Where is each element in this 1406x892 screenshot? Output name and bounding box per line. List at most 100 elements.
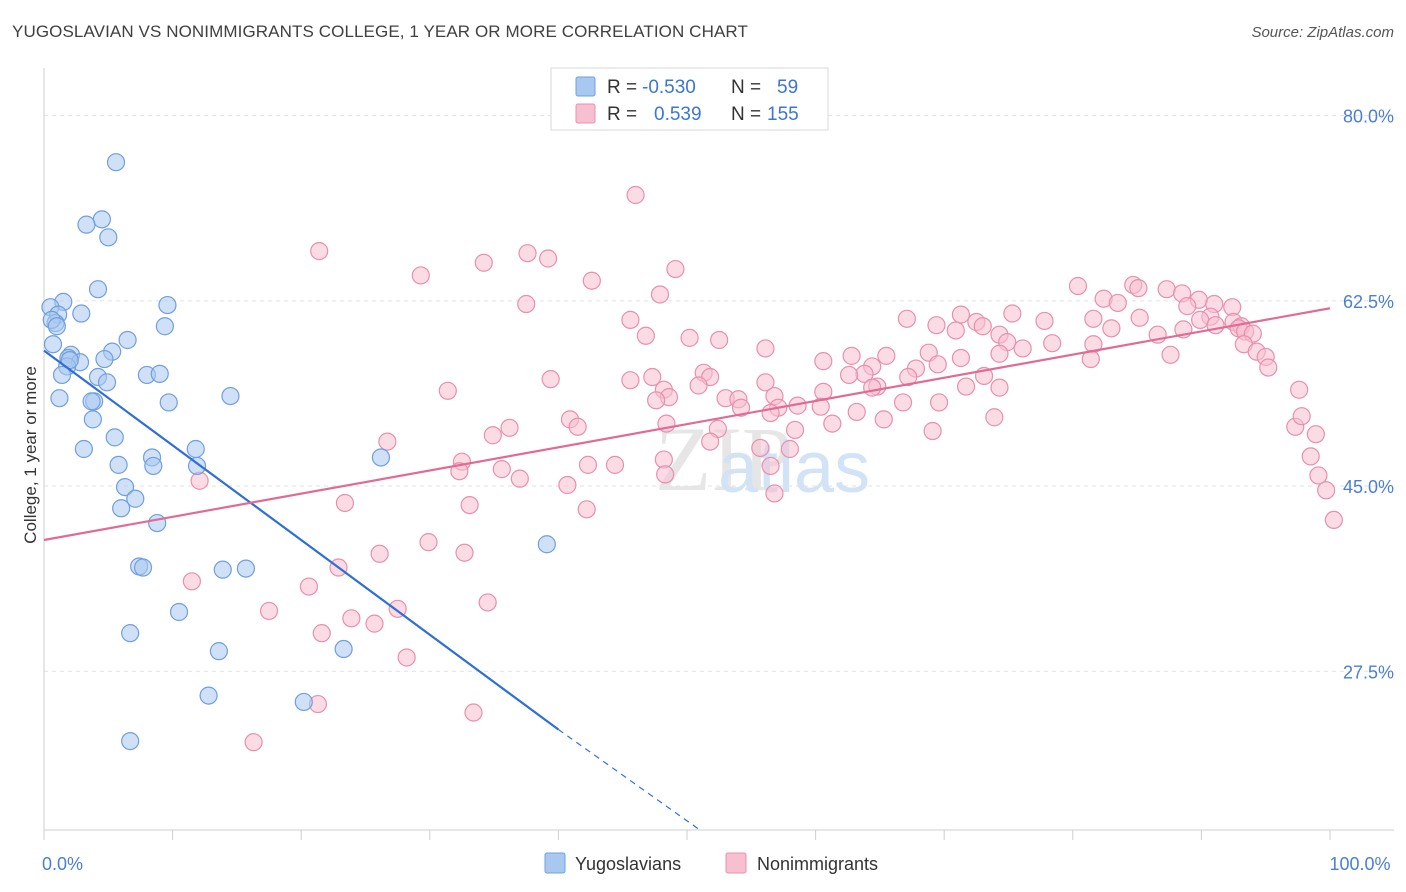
yugoslavians-point (118, 330, 137, 350)
yugoslavians-point (82, 392, 101, 411)
nonimmigrants-point (605, 455, 625, 474)
x-tick-label: 100.0% (1329, 854, 1390, 874)
nonimmigrants-point (365, 614, 384, 633)
nonimmigrants-point (518, 244, 537, 263)
yugoslavians-trend-line (43, 349, 560, 731)
nonimmigrants-point (877, 346, 896, 365)
nonimmigrants-point (397, 648, 416, 667)
nonimmigrants-point (419, 533, 438, 552)
nonimmigrants-point (1324, 510, 1343, 530)
chart-source: Source: ZipAtlas.com (1251, 24, 1394, 41)
nonimmigrants-point (558, 475, 577, 495)
yugoslavians-point (155, 317, 174, 336)
nonimmigrants-point (1306, 425, 1325, 444)
yugoslavians-point (105, 428, 124, 447)
nonimmigrants-point (647, 391, 666, 410)
nonimmigrants-point (1130, 308, 1149, 327)
nonimmigrants-point (811, 397, 830, 416)
nonimmigrants-point (1013, 339, 1032, 358)
yugoslavians-point (150, 364, 169, 383)
yugoslavians-point (148, 513, 167, 533)
yugoslavians-point (74, 439, 93, 459)
bottom-legend-swatch-nonimmigrants (725, 852, 747, 874)
watermark-atlas: atlas (718, 428, 870, 508)
nonimmigrants-point (756, 373, 775, 392)
yugoslavians-point (158, 295, 177, 315)
nonimmigrants-point (539, 249, 558, 268)
nonimmigrants-point (621, 371, 640, 390)
nonimmigrants-point (626, 185, 645, 205)
nonimmigrants-point (510, 469, 529, 488)
nonimmigrants-point (378, 432, 397, 451)
yugoslavians-point (213, 560, 232, 579)
nonimmigrants-trend-line (43, 307, 1331, 542)
yugoslavians-point (106, 153, 126, 172)
yugoslavians-point (186, 439, 205, 459)
nonimmigrants-point (1259, 358, 1278, 377)
nonimmigrants-point (636, 326, 655, 345)
trend-lines (43, 307, 1331, 831)
nonimmigrants-point (785, 420, 805, 440)
yugoslavians-point (133, 558, 153, 577)
yugoslavians-point (95, 349, 114, 369)
axes (43, 68, 1394, 831)
yugoslavians-point (83, 410, 102, 429)
nonimmigrants-point (680, 328, 699, 347)
nonimmigrants-point (990, 344, 1009, 363)
nonimmigrants-point (1068, 276, 1088, 296)
nonimmigrants-point (899, 367, 918, 387)
nonimmigrants-point (1084, 309, 1103, 328)
bottom-legend-label-nonimmigrants: Nonimmigrants (757, 854, 878, 874)
nonimmigrants-point (973, 317, 992, 336)
yugoslavians-point (50, 389, 69, 408)
nonimmigrants-point (182, 572, 201, 591)
nonimmigrants-point (929, 393, 949, 412)
nonimmigrants-point (814, 352, 833, 371)
nonimmigrants-point (951, 348, 971, 368)
nonimmigrants-point (946, 321, 965, 340)
nonimmigrants-point (460, 495, 479, 515)
y-tick-label: 62.5% (1343, 292, 1394, 312)
series-legend: Yugoslavians Nonimmigrants (544, 852, 878, 874)
nonimmigrants-point (455, 543, 474, 562)
nonimmigrants-point (438, 381, 457, 400)
legend-swatch-yugoslavians (575, 76, 596, 97)
legend-r-label-nonimmigrants: R = (607, 104, 637, 125)
yugoslavians-point (47, 317, 66, 336)
nonimmigrants-point (478, 593, 497, 612)
nonimmigrants-point (847, 402, 866, 422)
nonimmigrants-point (656, 465, 675, 484)
yugoslavians-point (187, 456, 207, 476)
nonimmigrants-point (956, 377, 976, 396)
nonimmigrants-point (874, 410, 893, 429)
yugoslavians-point (209, 642, 228, 661)
yugoslavians-point (72, 304, 91, 323)
nonimmigrants-point (839, 365, 859, 385)
legend-n-value-nonimmigrants: 155 (767, 104, 799, 125)
nonimmigrants-point (1102, 319, 1121, 338)
nonimmigrants-point (863, 378, 882, 397)
nonimmigrants-point (666, 259, 685, 279)
yugoslavians-point (126, 489, 145, 508)
nonimmigrants-point (1178, 297, 1197, 316)
nonimmigrants-point (500, 418, 519, 437)
nonimmigrants-point (710, 330, 729, 350)
nonimmigrants-point (701, 432, 720, 451)
nonimmigrants-point (1108, 293, 1127, 313)
nonimmigrants-point (464, 703, 483, 722)
nonimmigrants-point (541, 370, 560, 389)
yugoslavians-point (294, 692, 313, 712)
yugoslavians-point (112, 499, 131, 518)
nonimmigrants-point (643, 367, 662, 387)
legend-box (550, 67, 829, 131)
nonimmigrants-point (823, 414, 842, 433)
yugoslavians-point (537, 535, 556, 554)
nonimmigrants-point (190, 471, 209, 490)
yugoslavians-point (92, 210, 111, 229)
chart-title: YUGOSLAVIAN VS NONIMMIGRANTS COLLEGE, 1 … (12, 22, 748, 41)
nonimmigrants-point (780, 439, 799, 459)
bottom-legend-swatch-yugoslavians (544, 852, 566, 874)
nonimmigrants-points (182, 185, 1343, 752)
y-axis-label: College, 1 year or more (21, 366, 40, 544)
